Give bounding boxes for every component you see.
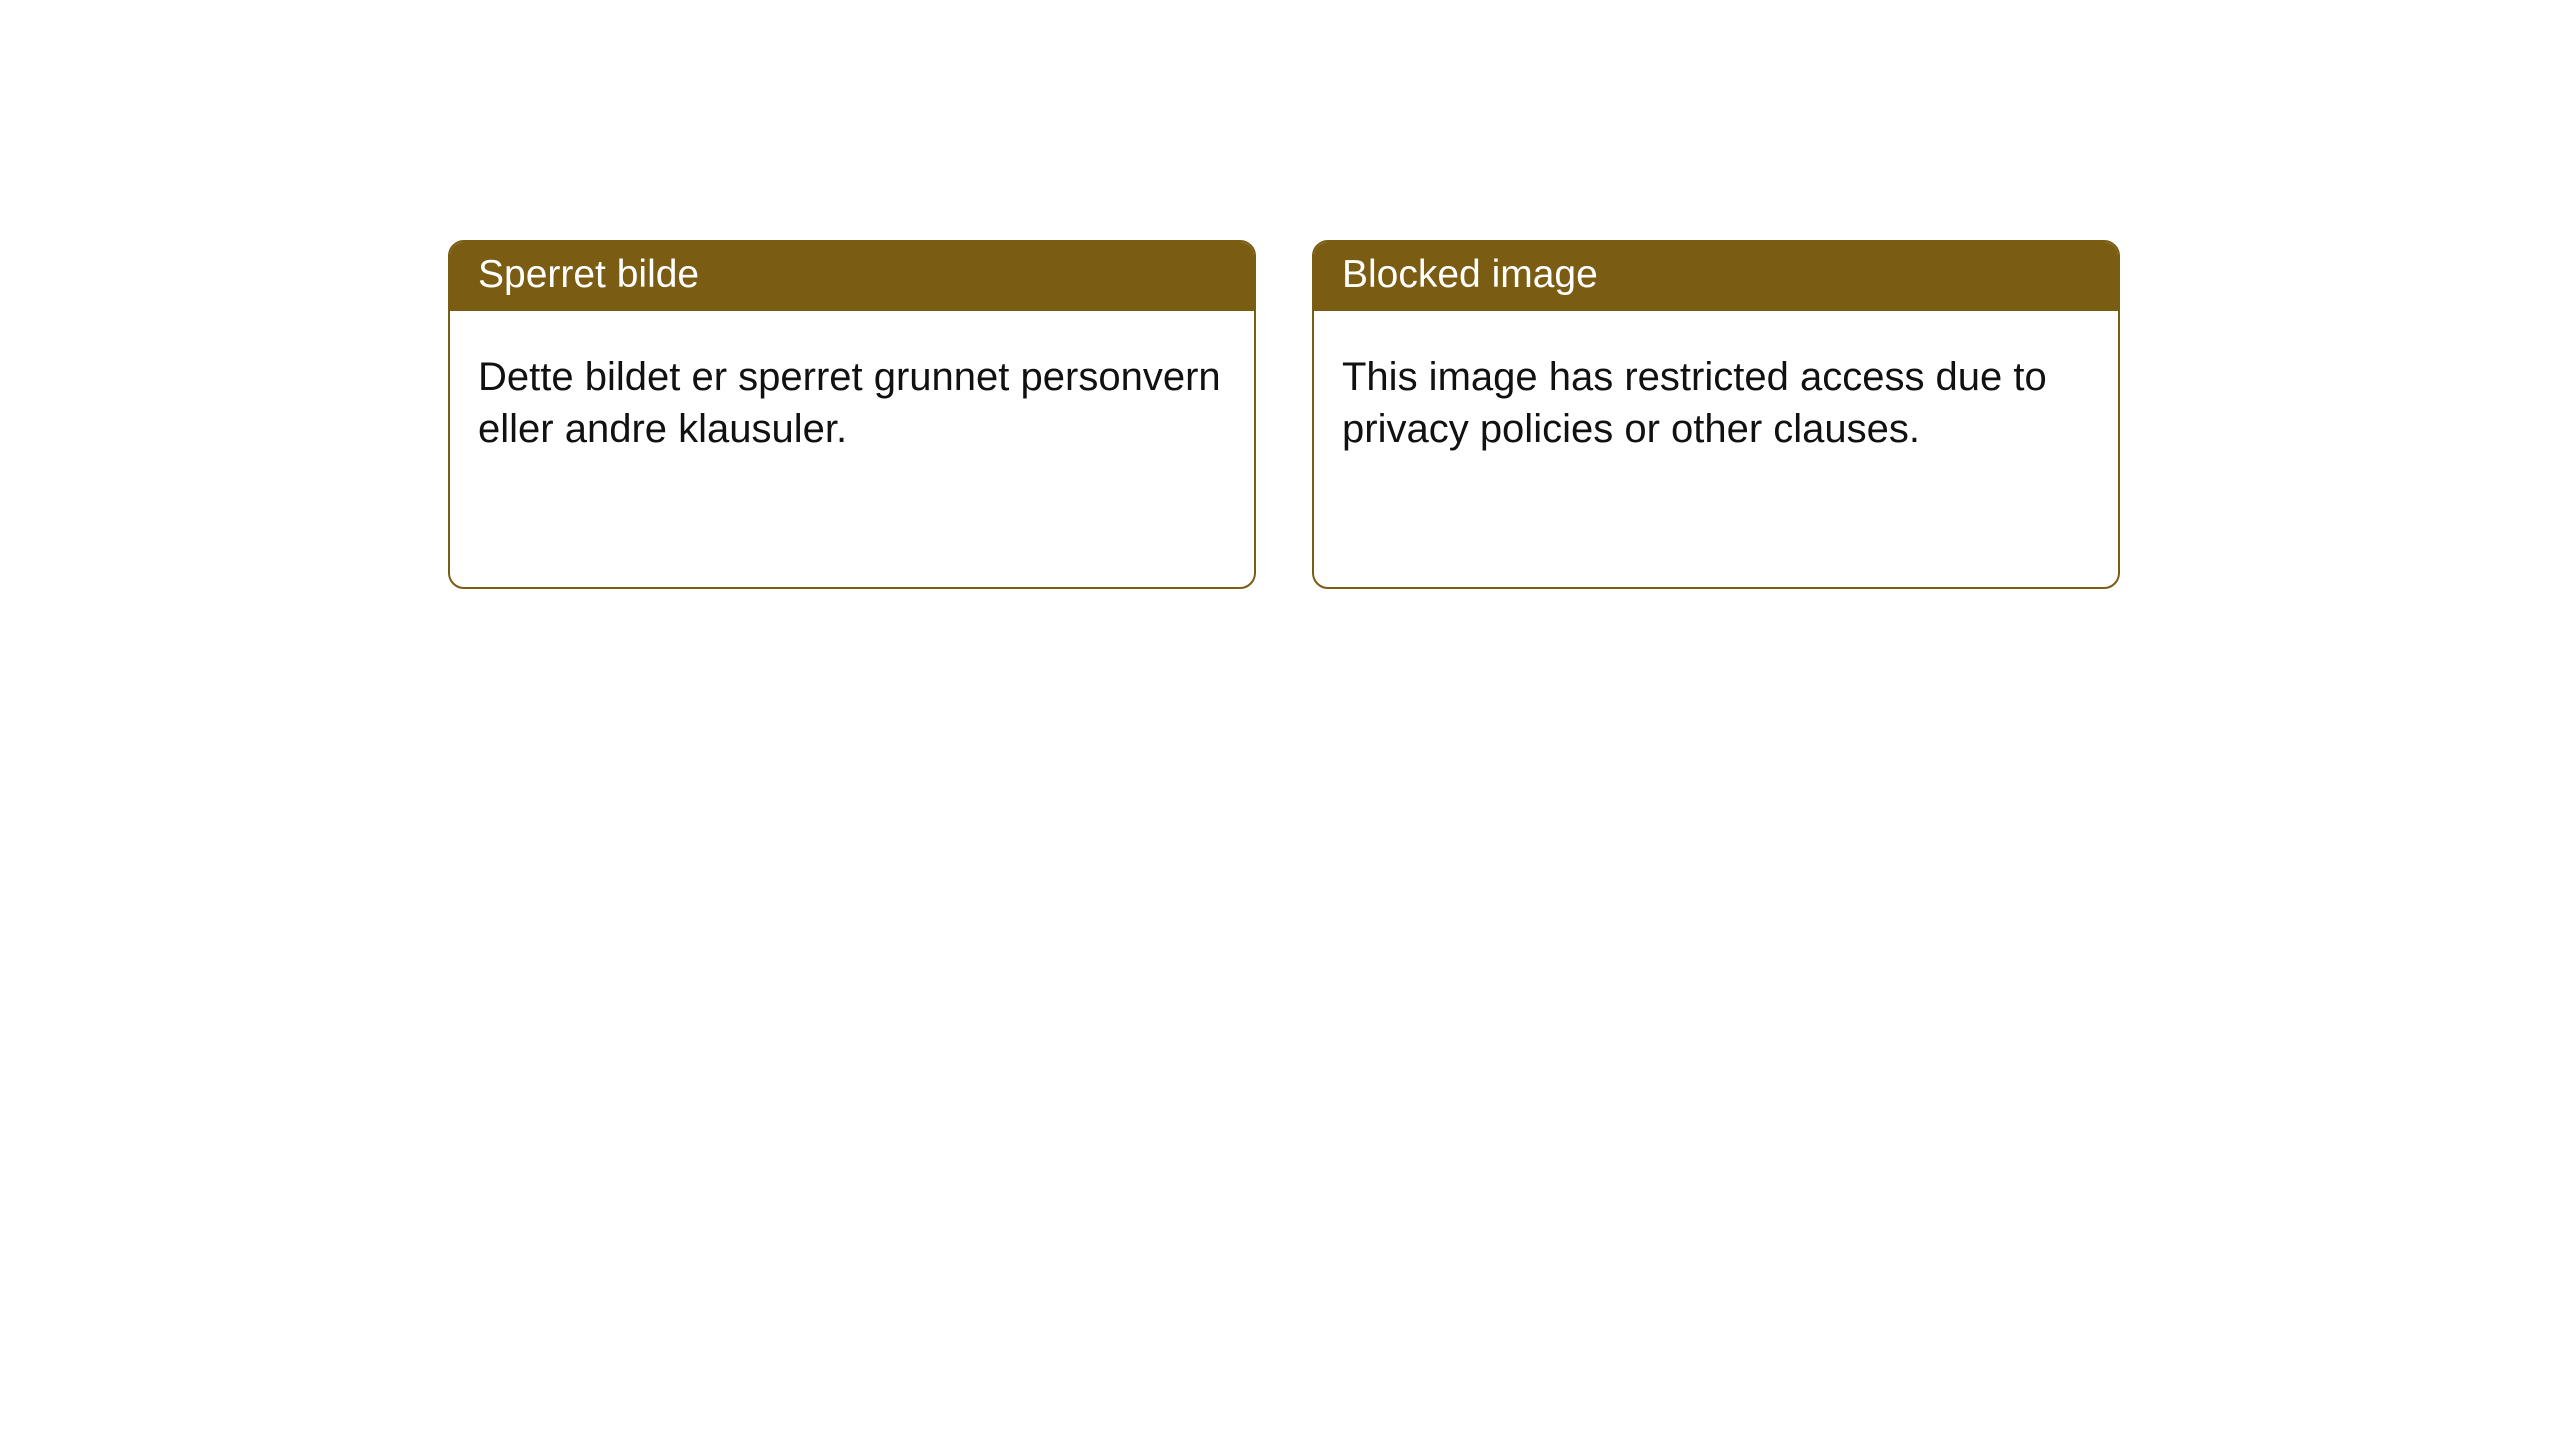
card-body-text: Dette bildet er sperret grunnet personve… [450,311,1254,587]
notice-cards-row: Sperret bilde Dette bildet er sperret gr… [0,0,2560,589]
card-title: Sperret bilde [450,242,1254,311]
notice-card-english: Blocked image This image has restricted … [1312,240,2120,589]
card-title: Blocked image [1314,242,2118,311]
notice-card-norwegian: Sperret bilde Dette bildet er sperret gr… [448,240,1256,589]
card-body-text: This image has restricted access due to … [1314,311,2118,587]
